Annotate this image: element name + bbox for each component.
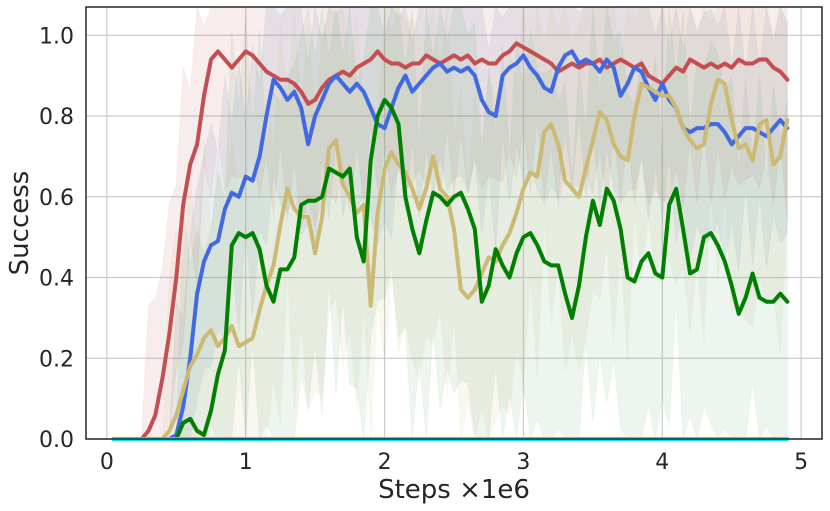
- series-4-line: [111, 97, 790, 441]
- x-axis-label: Steps ×1e6: [378, 475, 530, 505]
- series-4-band: [113, 6, 788, 441]
- y-tick-label: 0.6: [39, 186, 74, 211]
- x-tick-label: 2: [378, 450, 392, 475]
- x-tick-label: 4: [655, 450, 669, 475]
- y-tick-label: 0.4: [39, 267, 74, 292]
- confidence-bands: [113, 5, 788, 441]
- x-tick-label: 3: [516, 450, 530, 475]
- plot-frame: [85, 6, 823, 440]
- y-tick-label: 0.2: [39, 347, 74, 372]
- y-tick-labels: 0.0 0.2 0.4 0.6 0.8 1.0: [39, 24, 74, 453]
- y-axis-label: Success: [5, 171, 35, 276]
- y-tick-label: 1.0: [39, 24, 74, 49]
- x-tick-labels: 0 1 2 3 4 5: [100, 450, 808, 475]
- x-tick-label: 5: [794, 450, 808, 475]
- y-tick-label: 0.8: [39, 105, 74, 130]
- series-1-line: [111, 41, 790, 441]
- x-tick-label: 1: [239, 450, 253, 475]
- x-tick-label: 0: [100, 450, 114, 475]
- y-tick-label: 0.0: [39, 428, 74, 453]
